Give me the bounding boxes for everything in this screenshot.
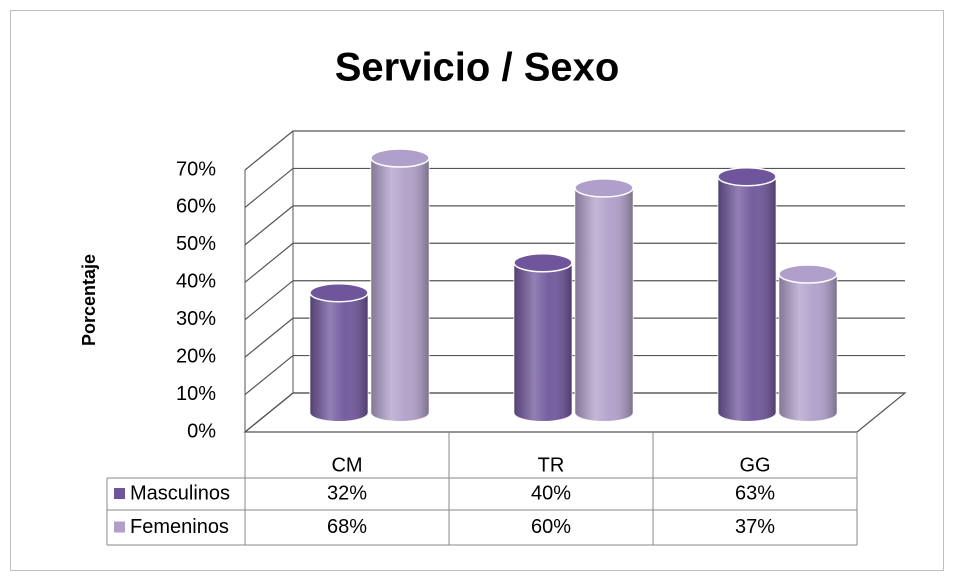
bar-top bbox=[370, 148, 430, 168]
data-label: 37% bbox=[735, 516, 775, 538]
bar bbox=[370, 148, 430, 422]
bar bbox=[513, 253, 573, 422]
category-label: CM bbox=[331, 454, 362, 476]
y-tick-label: 0% bbox=[187, 420, 216, 442]
bar-top bbox=[513, 253, 573, 273]
legend-swatch bbox=[114, 488, 125, 499]
data-label: 60% bbox=[531, 516, 571, 538]
y-tick-label: 40% bbox=[176, 271, 216, 293]
y-tick-label: 60% bbox=[176, 196, 216, 218]
y-tick-label: 10% bbox=[176, 383, 216, 405]
bar-top bbox=[309, 282, 369, 303]
bar-shade bbox=[309, 292, 368, 422]
bar-top bbox=[574, 178, 634, 198]
category-label: TR bbox=[538, 454, 565, 476]
bar-shade bbox=[778, 274, 837, 422]
bar-shade bbox=[717, 176, 776, 422]
legend-label: Masculinos bbox=[130, 482, 230, 504]
bar bbox=[309, 282, 369, 422]
data-label: 32% bbox=[327, 482, 367, 504]
bar bbox=[717, 166, 777, 422]
bar-shade bbox=[370, 157, 429, 422]
bar-top bbox=[778, 264, 838, 284]
bar bbox=[574, 178, 634, 422]
y-tick-label: 30% bbox=[176, 308, 216, 330]
legend-swatch bbox=[114, 521, 125, 533]
data-label: 68% bbox=[327, 516, 367, 538]
data-label: 63% bbox=[735, 482, 775, 504]
bar-top bbox=[717, 166, 777, 187]
y-axis-label: Porcentaje bbox=[79, 254, 99, 346]
table-grid bbox=[106, 432, 858, 546]
y-tick-label: 20% bbox=[176, 345, 216, 367]
bar-shade bbox=[513, 262, 572, 422]
y-tick-label: 70% bbox=[176, 158, 216, 180]
category-label: GG bbox=[739, 454, 770, 476]
bar-shade bbox=[574, 187, 633, 422]
legend-label: Femeninos bbox=[130, 516, 229, 538]
chart-title: Servicio / Sexo bbox=[335, 46, 620, 90]
data-label: 40% bbox=[531, 482, 571, 504]
bar bbox=[778, 264, 838, 422]
y-tick-label: 50% bbox=[176, 233, 216, 255]
